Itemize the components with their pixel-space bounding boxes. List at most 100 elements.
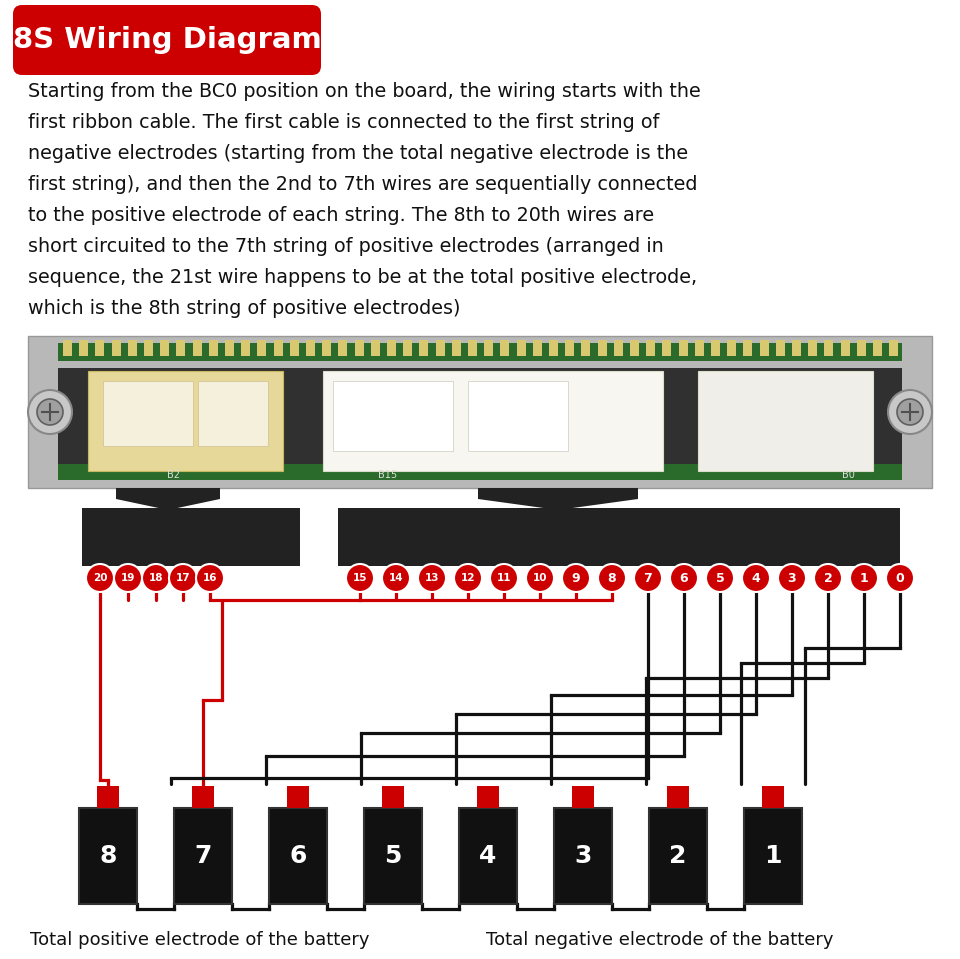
Bar	[679, 340, 687, 356]
Text: negative electrodes (starting from the total negative electrode is the: negative electrodes (starting from the t…	[28, 144, 688, 163]
Bar	[103, 381, 193, 446]
Bar	[198, 381, 268, 446]
Bar	[274, 340, 282, 356]
Bar	[79, 808, 137, 904]
Text: short circuited to the 7th string of positive electrodes (arranged in: short circuited to the 7th string of pos…	[28, 237, 663, 256]
Bar	[354, 340, 364, 356]
Bar	[287, 786, 309, 808]
Text: 7: 7	[643, 572, 653, 584]
Text: 3: 3	[574, 844, 591, 868]
Bar	[597, 340, 607, 356]
Circle shape	[886, 564, 914, 592]
Circle shape	[778, 564, 806, 592]
Text: 15: 15	[352, 573, 368, 583]
Text: 18: 18	[149, 573, 163, 583]
Bar	[698, 371, 873, 471]
Bar	[711, 340, 720, 356]
Circle shape	[814, 564, 842, 592]
Bar	[516, 340, 525, 356]
Text: B15: B15	[378, 470, 397, 480]
Circle shape	[706, 564, 734, 592]
Bar	[257, 340, 266, 356]
Bar	[776, 340, 784, 356]
Circle shape	[196, 564, 224, 592]
Bar	[382, 786, 404, 808]
Bar	[338, 340, 348, 356]
Circle shape	[490, 564, 518, 592]
Bar	[82, 508, 300, 566]
Bar	[290, 340, 299, 356]
Text: first ribbon cable. The first cable is connected to the first string of: first ribbon cable. The first cable is c…	[28, 113, 660, 132]
Bar	[468, 381, 568, 451]
Circle shape	[634, 564, 662, 592]
Text: 4: 4	[479, 844, 496, 868]
Bar	[889, 340, 899, 356]
Bar	[572, 786, 594, 808]
Circle shape	[888, 390, 932, 434]
Bar	[582, 340, 590, 356]
Bar	[565, 340, 574, 356]
Bar	[79, 340, 88, 356]
FancyBboxPatch shape	[13, 5, 321, 75]
Bar	[58, 368, 902, 476]
Bar	[88, 371, 283, 471]
Bar	[371, 340, 380, 356]
Bar	[873, 340, 882, 356]
Bar	[792, 340, 801, 356]
Text: 6: 6	[680, 572, 688, 584]
Bar	[225, 340, 234, 356]
Text: 12: 12	[461, 573, 475, 583]
Bar	[744, 808, 802, 904]
Text: 1: 1	[764, 844, 781, 868]
Text: 11: 11	[496, 573, 512, 583]
Text: 16: 16	[203, 573, 217, 583]
Text: Total negative electrode of the battery: Total negative electrode of the battery	[487, 931, 833, 949]
Bar	[646, 340, 655, 356]
Circle shape	[526, 564, 554, 592]
Bar	[743, 340, 753, 356]
Circle shape	[28, 390, 72, 434]
Bar	[459, 808, 517, 904]
Text: 8: 8	[99, 844, 117, 868]
Bar	[762, 786, 784, 808]
Bar	[58, 464, 902, 480]
Bar	[333, 381, 453, 451]
Bar	[549, 340, 558, 356]
Text: 9: 9	[572, 572, 580, 584]
Bar	[28, 336, 932, 488]
Text: 5: 5	[715, 572, 725, 584]
Bar	[808, 340, 817, 356]
Bar	[841, 340, 850, 356]
Bar	[269, 808, 327, 904]
Bar	[554, 808, 612, 904]
Text: sequence, the 21st wire happens to be at the total positive electrode,: sequence, the 21st wire happens to be at…	[28, 268, 697, 287]
Bar	[58, 343, 902, 361]
Circle shape	[86, 564, 114, 592]
Circle shape	[670, 564, 698, 592]
Bar	[144, 340, 153, 356]
Circle shape	[454, 564, 482, 592]
Bar	[323, 340, 331, 356]
Bar	[338, 508, 900, 566]
Bar	[174, 808, 232, 904]
Text: 0: 0	[896, 572, 904, 584]
Bar	[128, 340, 137, 356]
Bar	[477, 786, 499, 808]
Bar	[500, 340, 510, 356]
Text: first string), and then the 2nd to 7th wires are sequentially connected: first string), and then the 2nd to 7th w…	[28, 175, 698, 194]
Bar	[387, 340, 396, 356]
Bar	[63, 340, 72, 356]
Text: 19: 19	[121, 573, 135, 583]
Bar	[662, 340, 671, 356]
Bar	[192, 786, 214, 808]
Circle shape	[897, 399, 923, 425]
Bar	[160, 340, 169, 356]
Bar	[533, 340, 541, 356]
Bar	[436, 340, 444, 356]
Bar	[759, 340, 769, 356]
Bar	[208, 340, 218, 356]
Text: Starting from the BC0 position on the board, the wiring starts with the: Starting from the BC0 position on the bo…	[28, 82, 701, 101]
Text: 8S Wiring Diagram: 8S Wiring Diagram	[12, 26, 322, 54]
Circle shape	[114, 564, 142, 592]
Circle shape	[742, 564, 770, 592]
